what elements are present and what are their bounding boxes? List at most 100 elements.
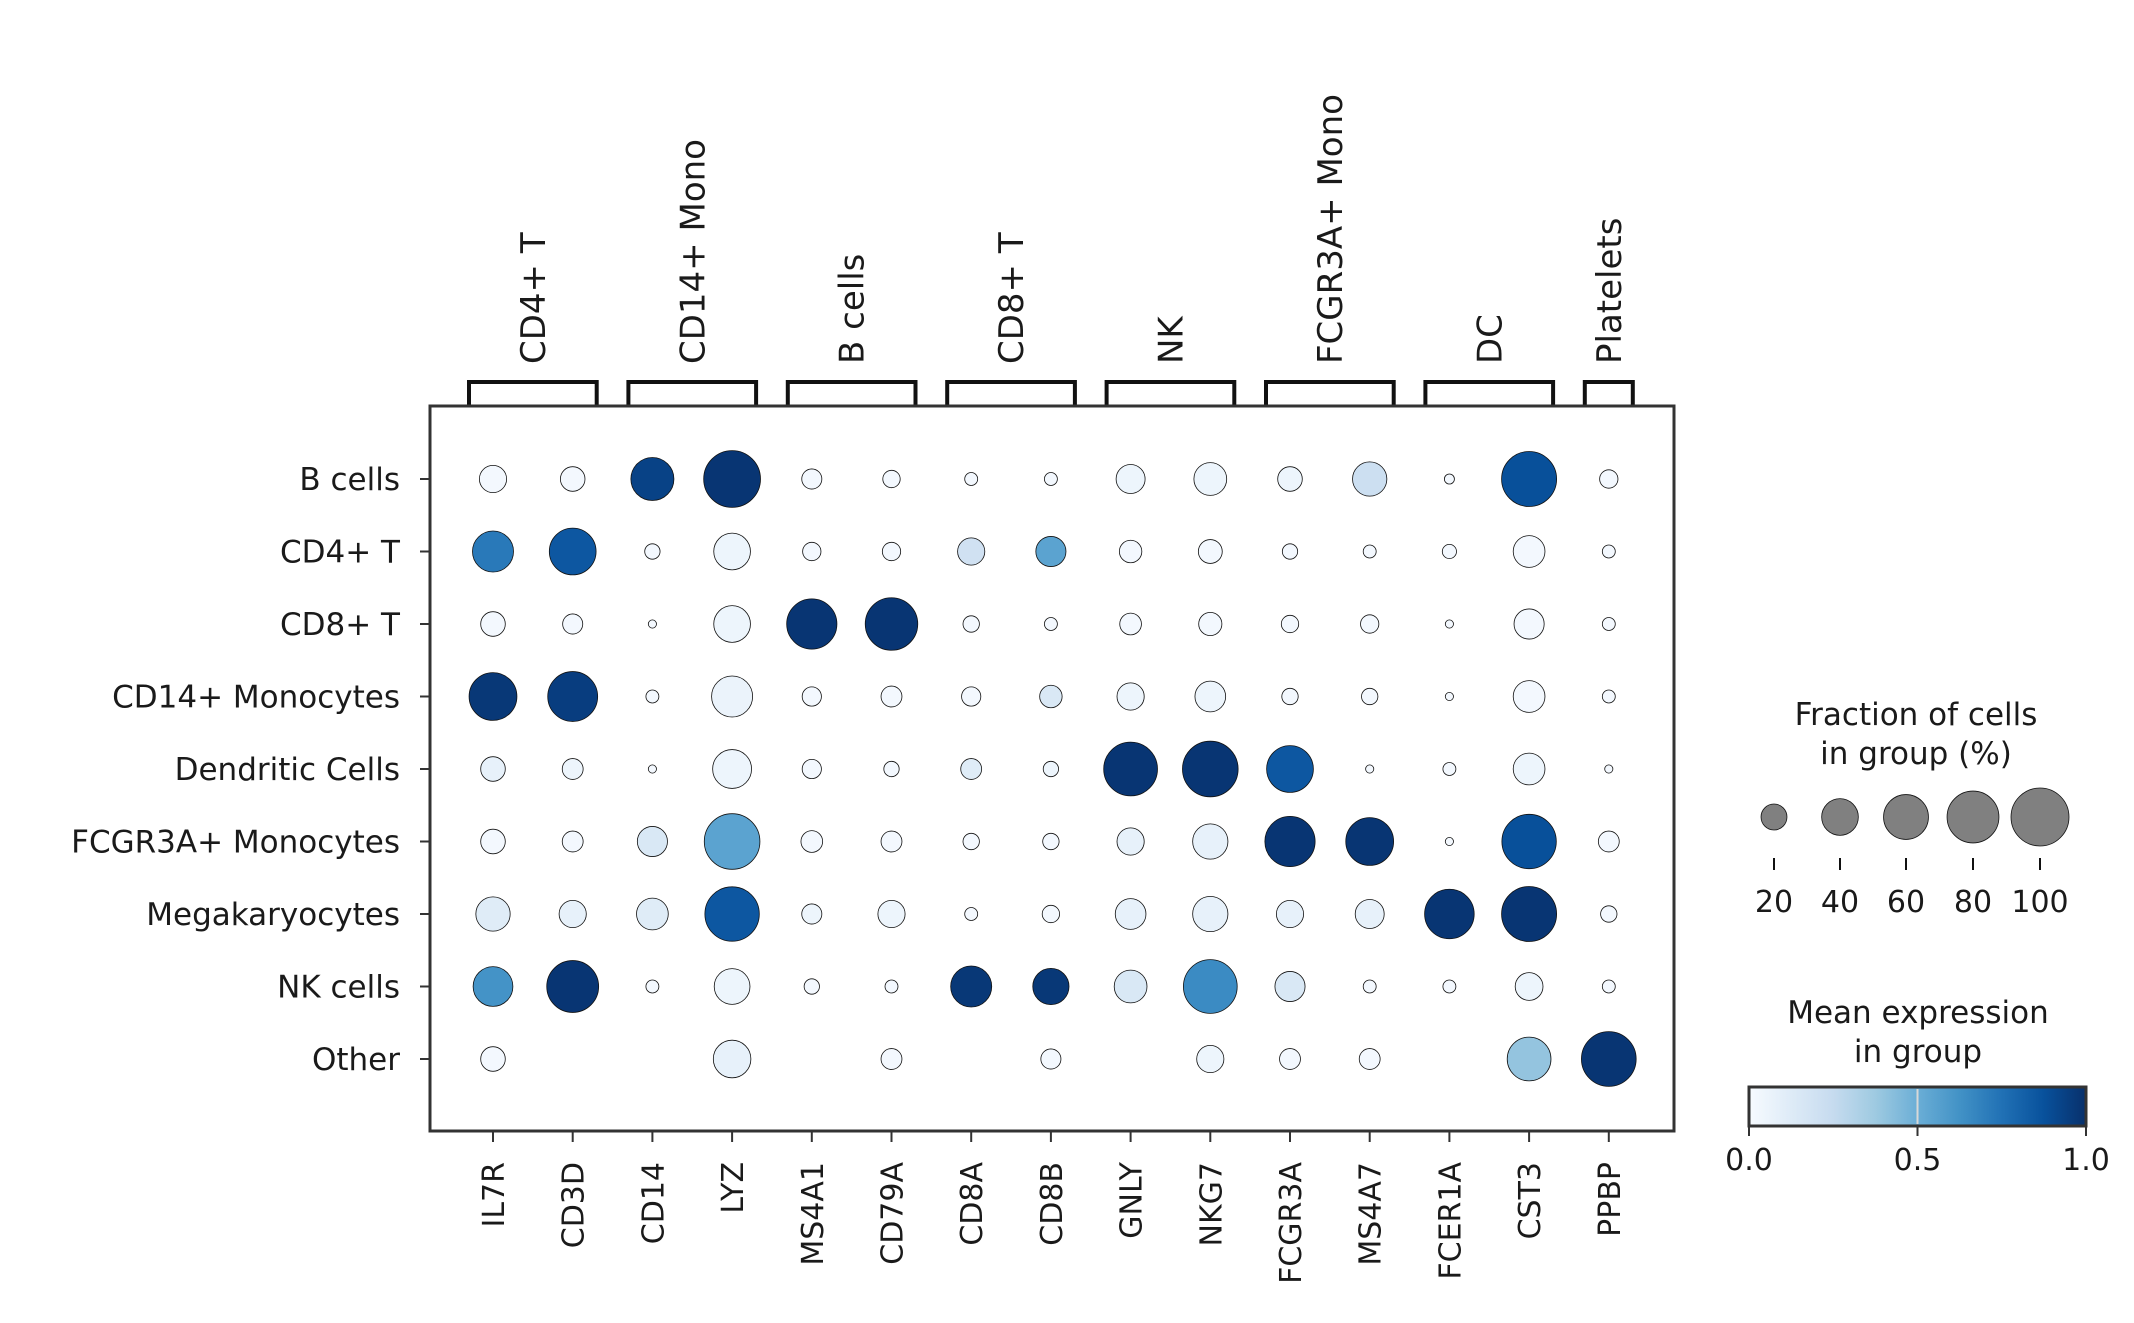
dot <box>480 1046 506 1072</box>
x-tick-label: CD3D <box>557 1162 592 1248</box>
dot <box>561 758 584 780</box>
dot <box>647 764 657 774</box>
dot <box>480 828 506 855</box>
dot <box>562 613 584 635</box>
dot <box>1044 472 1058 486</box>
dot <box>647 619 657 629</box>
dot <box>1601 689 1616 704</box>
x-tick-label: CD79A <box>876 1162 911 1265</box>
y-tick-label: Megakaryocytes <box>146 897 400 933</box>
dot <box>962 615 980 633</box>
dot <box>1361 687 1379 706</box>
dot <box>1362 544 1377 559</box>
dot <box>880 1048 903 1070</box>
dot <box>475 896 511 932</box>
dot <box>1281 687 1299 706</box>
group-bracket-label: FCGR3A+ Mono <box>1311 94 1351 364</box>
dot <box>1600 905 1618 923</box>
group-bracket-label: DC <box>1470 314 1510 364</box>
x-tick-label: GNLY <box>1115 1161 1150 1238</box>
dot <box>1198 612 1223 637</box>
dot <box>960 758 983 780</box>
group-bracket <box>1264 380 1396 406</box>
group-bracket-label: Platelets <box>1590 218 1630 364</box>
dot <box>480 756 506 782</box>
dot <box>802 541 822 562</box>
dot <box>1599 469 1619 489</box>
x-tick-label: FCGR3A <box>1274 1162 1309 1284</box>
dot <box>1115 464 1146 494</box>
dot <box>1183 959 1238 1014</box>
dot <box>1279 1048 1301 1070</box>
dot <box>1280 614 1300 634</box>
dot <box>711 675 754 718</box>
dot <box>1358 1048 1381 1070</box>
dot <box>644 543 661 560</box>
group-brackets: CD4+ T CD14+ Mono B cells CD8+ T NK FCGR3A+ M… <box>467 94 1635 406</box>
group-bracket-label: B cells <box>833 254 873 364</box>
dot <box>712 1039 752 1079</box>
dot <box>801 758 822 780</box>
dot <box>1354 899 1385 929</box>
dot <box>1118 539 1143 564</box>
dot <box>636 897 669 931</box>
dot <box>1514 972 1544 1001</box>
dot <box>883 760 900 778</box>
dot <box>1597 830 1620 853</box>
dot <box>1506 1036 1552 1082</box>
dot <box>703 450 761 508</box>
dot <box>1352 461 1388 497</box>
size-legend-dot <box>1821 798 1859 836</box>
size-legend-title: in group (%) <box>1820 736 2012 772</box>
dot <box>1035 536 1067 567</box>
dot <box>1103 741 1158 797</box>
y-tick-label: CD14+ Monocytes <box>112 680 400 716</box>
dot <box>636 826 668 857</box>
dot <box>1345 817 1395 866</box>
dot <box>877 900 906 929</box>
y-tick-label: NK cells <box>277 970 400 1006</box>
dot <box>1274 971 1306 1002</box>
dot <box>1114 898 1147 930</box>
dot <box>1604 764 1614 774</box>
dot <box>962 832 980 851</box>
x-tick-label: MS4A1 <box>796 1162 831 1266</box>
dot <box>1192 895 1229 933</box>
x-tick-label: NKG7 <box>1194 1162 1229 1246</box>
dot <box>630 457 675 501</box>
dot <box>1182 740 1239 798</box>
dot <box>1601 617 1616 631</box>
x-tick-label: LYZ <box>716 1162 751 1214</box>
dot <box>472 966 514 1007</box>
y-tick-label: B cells <box>299 462 400 498</box>
dot <box>1501 451 1558 507</box>
dot <box>713 968 751 1005</box>
dot <box>961 686 982 707</box>
dot <box>884 979 899 994</box>
group-bracket <box>467 380 599 406</box>
dot <box>1041 904 1061 924</box>
dot <box>882 469 901 489</box>
size-legend-dot <box>2010 787 2070 847</box>
dot <box>1365 764 1375 774</box>
dot <box>713 532 751 571</box>
dot <box>1119 612 1142 636</box>
dot <box>1512 680 1546 713</box>
dot <box>1276 900 1305 929</box>
group-bracket <box>626 380 759 406</box>
dot <box>1443 473 1455 485</box>
y-tick-label: CD4+ T <box>280 535 401 571</box>
dot <box>480 611 506 637</box>
dot <box>712 749 752 789</box>
dot <box>1444 837 1454 847</box>
dot <box>1277 466 1303 492</box>
colorbar-tick-label: 1.0 <box>2062 1143 2110 1178</box>
dot <box>1113 969 1148 1004</box>
size-legend-label: 40 <box>1821 885 1859 920</box>
y-tick-label: Other <box>312 1042 400 1078</box>
dot <box>1442 979 1457 994</box>
x-tick-label: CD8A <box>955 1162 990 1246</box>
